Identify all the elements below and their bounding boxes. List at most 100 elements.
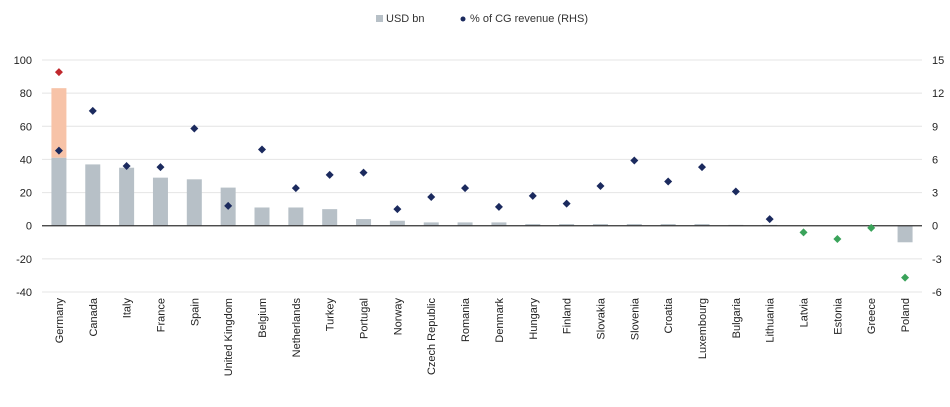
right-tick-label: 6 xyxy=(932,154,938,166)
category-label: Norway xyxy=(392,298,404,336)
dot xyxy=(190,124,199,133)
dot xyxy=(494,202,503,211)
left-tick-label: 20 xyxy=(20,188,32,200)
bar xyxy=(592,224,608,226)
legend-dot-swatch xyxy=(460,16,466,22)
dot xyxy=(596,181,605,190)
bar xyxy=(626,224,642,226)
category-label: Hungary xyxy=(528,298,540,340)
right-tick-label: 12 xyxy=(932,88,944,100)
category-label: Latvia xyxy=(799,297,811,327)
category-label: United Kingdom xyxy=(223,298,235,376)
category-label: Netherlands xyxy=(291,298,303,358)
right-tick-label: -3 xyxy=(932,254,942,266)
dot xyxy=(528,191,537,200)
dot xyxy=(393,205,402,214)
category-label: Spain xyxy=(189,298,201,326)
dot xyxy=(901,273,910,282)
category-label: Germany xyxy=(54,298,66,344)
left-tick-label: 60 xyxy=(20,121,32,133)
bar xyxy=(152,177,168,226)
bar xyxy=(322,209,338,226)
gridlines xyxy=(42,59,922,293)
bar xyxy=(186,179,202,226)
right-tick-label: 3 xyxy=(932,188,938,200)
dot xyxy=(765,215,774,224)
bar xyxy=(356,219,372,226)
category-label: France xyxy=(155,298,167,332)
legend: USD bn % of CG revenue (RHS) xyxy=(376,13,588,25)
dot xyxy=(325,170,334,179)
category-label: Portugal xyxy=(359,298,371,339)
category-label: Canada xyxy=(88,297,100,336)
bar xyxy=(119,167,135,226)
bar-series xyxy=(51,88,913,243)
legend-bar-label: USD bn xyxy=(386,13,425,25)
bar xyxy=(423,222,439,226)
right-tick-label: 0 xyxy=(932,221,938,233)
bar xyxy=(491,222,507,226)
left-tick-label: 80 xyxy=(20,88,32,100)
legend-bar-swatch xyxy=(376,15,383,22)
dot xyxy=(867,223,876,232)
left-tick-label: 40 xyxy=(20,154,32,166)
dot xyxy=(122,162,131,171)
bar xyxy=(85,164,101,226)
bar xyxy=(660,224,676,226)
category-label: Belgium xyxy=(257,298,269,338)
bar xyxy=(389,220,405,226)
category-label: Lithuania xyxy=(765,297,777,343)
category-label: Denmark xyxy=(494,298,506,343)
category-label: Croatia xyxy=(663,297,675,333)
dot xyxy=(731,187,740,196)
legend-dot-label: % of CG revenue (RHS) xyxy=(470,13,588,25)
dot xyxy=(156,163,165,172)
dot-highlight xyxy=(54,68,63,77)
left-tick-label: 0 xyxy=(26,221,32,233)
dot xyxy=(461,184,470,193)
bar xyxy=(559,224,575,226)
dot-series xyxy=(54,68,910,282)
category-label: Czech Republic xyxy=(426,298,438,376)
category-label: Turkey xyxy=(325,298,337,332)
right-tick-label: -6 xyxy=(932,287,942,299)
dot xyxy=(698,163,706,172)
bar xyxy=(694,224,710,226)
right-tick-label: 15 xyxy=(932,55,944,67)
bar xyxy=(457,222,473,226)
left-tick-label: 100 xyxy=(14,55,32,67)
right-tick-label: 9 xyxy=(932,121,938,133)
left-tick-label: -40 xyxy=(16,287,32,299)
dot xyxy=(291,184,300,193)
left-axis-tick-labels: 100 80 60 40 20 0 -20 -40 xyxy=(14,55,32,299)
dot xyxy=(258,145,266,154)
bar xyxy=(897,225,913,243)
category-label: Romania xyxy=(460,297,472,342)
category-label: Estonia xyxy=(832,297,844,335)
dot xyxy=(359,168,368,177)
dot xyxy=(224,201,233,210)
category-label: Luxembourg xyxy=(697,298,709,359)
category-label: Italy xyxy=(122,298,134,319)
category-labels: Germany Canada Italy France Spain United King… xyxy=(54,297,912,376)
bar xyxy=(254,207,270,226)
category-label: Slovakia xyxy=(595,297,607,339)
bar-highlight-range xyxy=(51,88,67,158)
dot xyxy=(833,234,842,243)
dot xyxy=(630,156,639,165)
category-label: Greece xyxy=(866,298,878,334)
dot xyxy=(562,199,571,208)
left-tick-label: -20 xyxy=(16,254,32,266)
category-label: Slovenia xyxy=(629,297,641,340)
category-label: Poland xyxy=(900,298,912,332)
dot xyxy=(799,228,808,237)
dot xyxy=(427,192,436,201)
dot xyxy=(54,146,63,155)
dot xyxy=(88,106,97,115)
bar xyxy=(51,157,67,226)
right-axis-tick-labels: 15 12 9 6 3 0 -3 -6 xyxy=(932,55,944,299)
bar xyxy=(288,207,304,226)
category-label: Bulgaria xyxy=(731,297,743,338)
category-label: Finland xyxy=(562,298,574,334)
bar xyxy=(525,224,541,226)
